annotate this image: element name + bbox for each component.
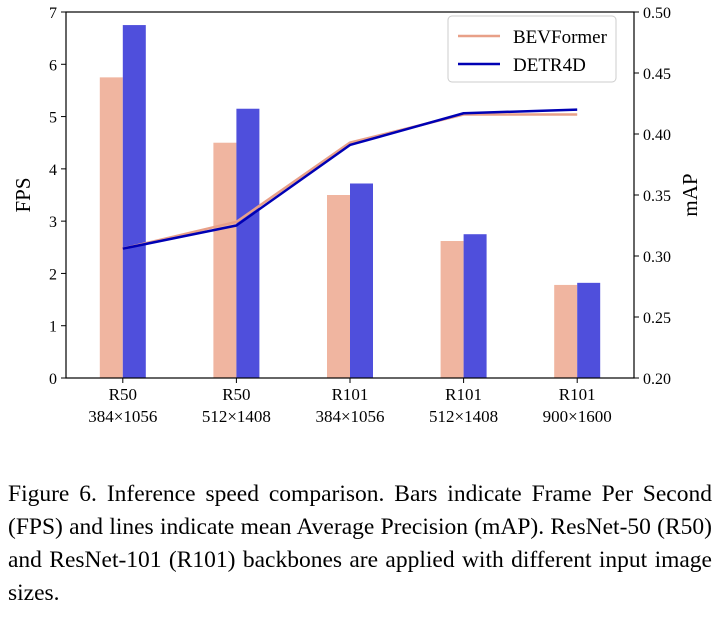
x-tick-label-size: 384×1056 [88,407,157,426]
y2-tick-label: 0.50 [643,5,671,22]
y-tick-label: 4 [49,162,57,179]
y-tick-label: 5 [49,110,57,127]
x-tick-label-backbone: R101 [445,385,482,404]
bar-detr4d-4 [577,282,601,378]
x-axis: R50 384×1056 R50 512×1408 R101 384×1056 R101 51… [88,378,612,426]
bar-bevformer-0 [99,77,123,378]
bar-detr4d-3 [463,234,487,378]
y2-axis-label: mAP [678,173,702,216]
y2-tick-label: 0.35 [643,188,671,205]
x-tick-label-size: 900×1600 [543,407,612,426]
y-tick-label: 2 [49,266,57,283]
bar-bevformer-1 [213,142,237,378]
figure-caption: Figure 6. Inference speed comparison. Ba… [8,481,712,606]
y-tick-label: 1 [49,319,57,336]
x-tick-label-backbone: R50 [109,385,137,404]
y2-tick-label: 0.20 [643,371,671,388]
y2-tick-label: 0.45 [643,66,671,83]
y-axis-label: FPS [11,177,35,212]
x-tick-label-size: 384×1056 [315,407,384,426]
y2-tick-label: 0.30 [643,249,671,266]
legend-label-bevformer: BEVFormer [513,27,608,48]
line-bevformer [122,113,578,250]
y-tick-label: 7 [49,5,57,22]
y-tick-label: 3 [49,214,57,231]
y-axis-right: 0.20 0.25 0.30 0.35 0.40 0.45 0.50 [634,5,671,388]
line-detr4d [122,108,578,250]
line-group [122,108,578,250]
y-tick-label: 0 [49,371,57,388]
y-tick-label: 6 [49,57,57,74]
bar-detr4d-2 [350,183,373,378]
y2-tick-label: 0.40 [643,127,671,144]
bar-group [99,25,601,378]
x-tick-label-size: 512×1408 [202,407,271,426]
legend-box [447,15,617,83]
x-tick-label-backbone: R101 [559,385,596,404]
fps-map-chart: 0 1 2 3 4 5 6 7 0.20 0.25 0.30 0.35 0.40 0.45 0.50 R5… [11,5,702,426]
bar-bevformer-3 [440,241,464,378]
bar-bevformer-4 [554,284,578,378]
x-tick-label-size: 512×1408 [429,407,498,426]
y2-tick-label: 0.25 [643,310,671,327]
y-axis-left: 0 1 2 3 4 5 6 7 [49,5,66,388]
x-tick-label-backbone: R101 [332,385,369,404]
legend: BEVFormer DETR4D [447,15,617,83]
legend-label-detr4d: DETR4D [513,55,586,76]
bar-bevformer-2 [327,195,350,378]
bar-detr4d-0 [122,25,146,378]
x-tick-label-backbone: R50 [222,385,250,404]
bar-detr4d-1 [236,108,260,378]
